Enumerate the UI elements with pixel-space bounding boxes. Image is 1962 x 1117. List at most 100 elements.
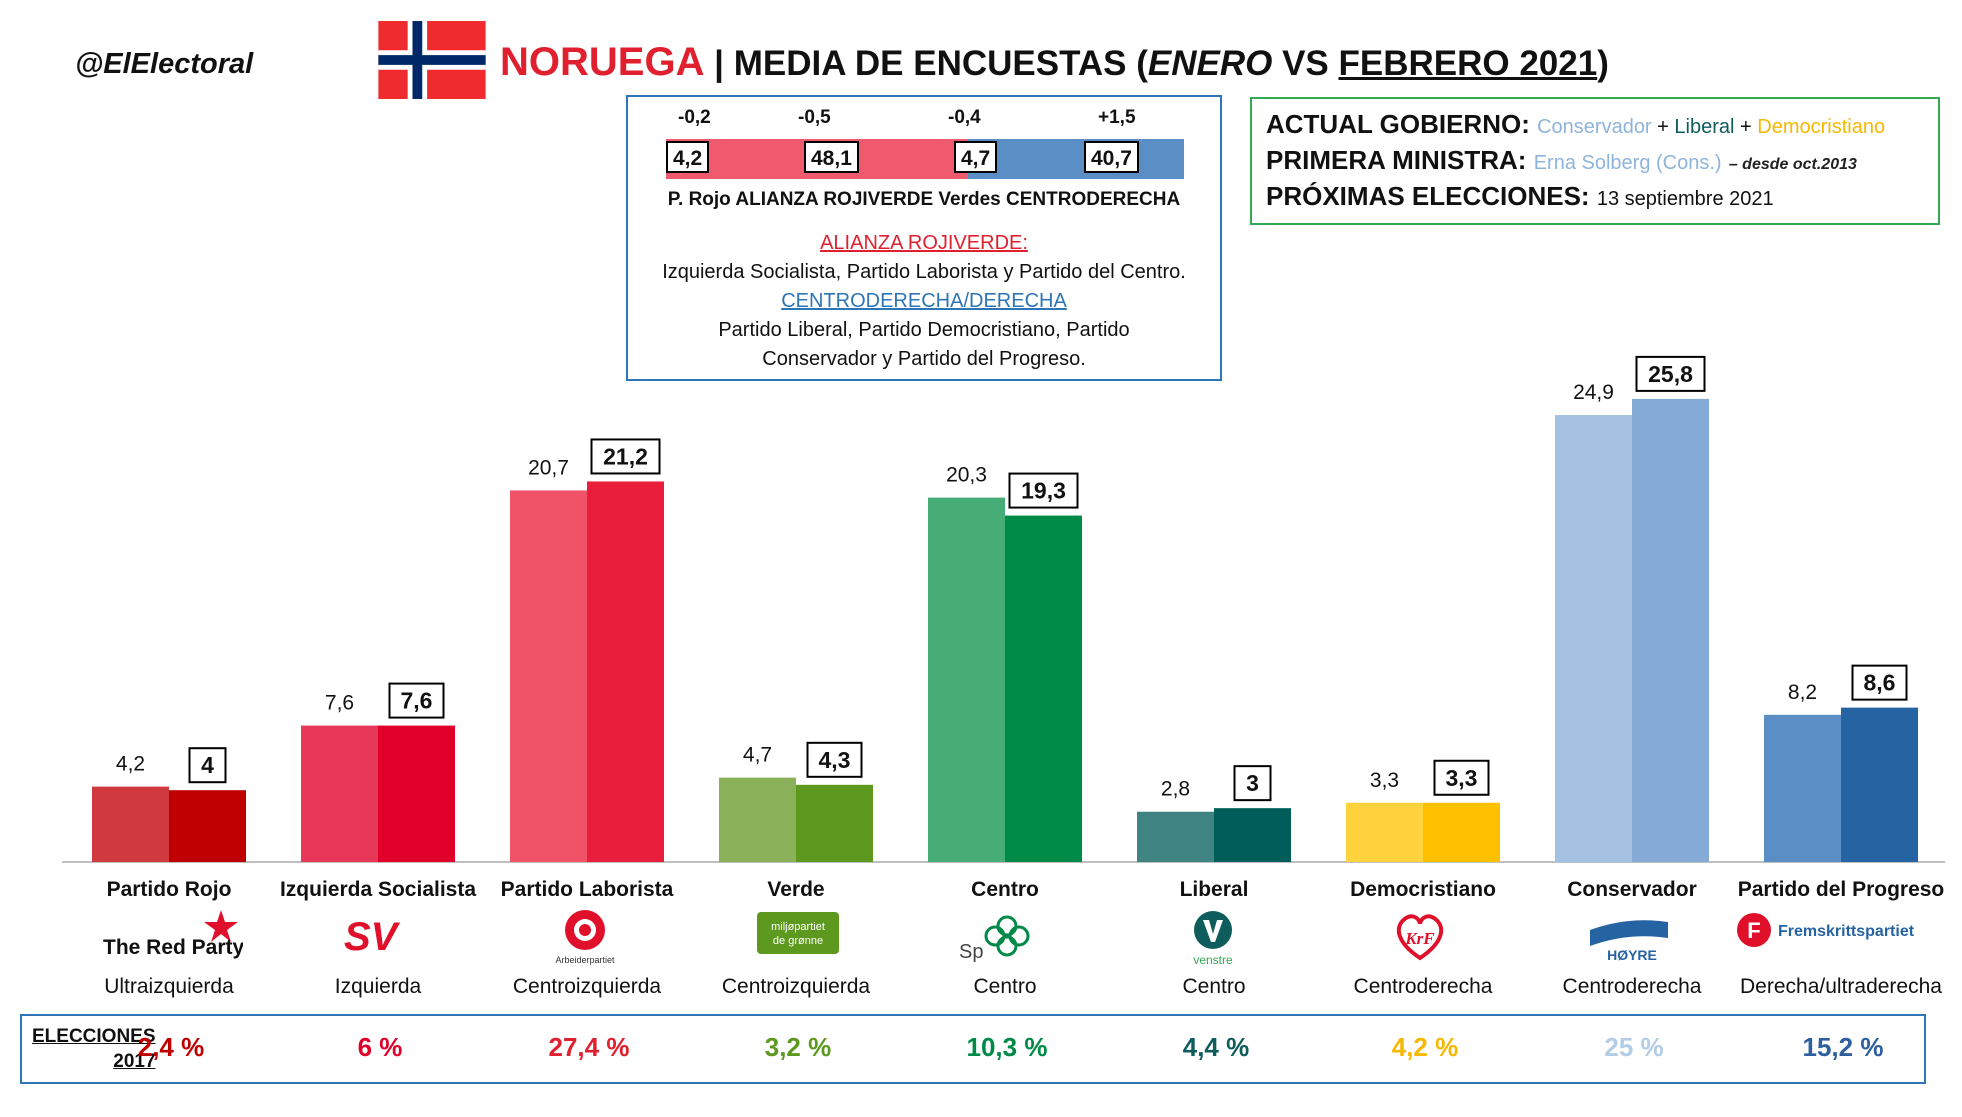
value-box-february-4	[1008, 472, 1079, 509]
green-party-logo-icon: miljøpartiet de grønne	[757, 908, 839, 963]
ideology-label-6: Centroderecha	[1353, 975, 1493, 998]
bar-february-8	[1841, 707, 1918, 862]
value-box-february-2	[590, 438, 661, 475]
value-label-january-0: 4,2	[116, 753, 145, 776]
election-2017-value-2: 27,4 %	[548, 1032, 630, 1062]
bar-january-7	[1555, 415, 1632, 862]
liberal-logo-icon: venstre	[1183, 908, 1243, 973]
election-2017-value-1: 6 %	[357, 1032, 403, 1062]
bloc-diff-1: -0,5	[798, 107, 831, 128]
bar-january-6	[1346, 802, 1423, 862]
title-february: FEBRERO 2021	[1338, 44, 1598, 83]
green-logo-text-2: de grønne	[773, 935, 823, 947]
krf-logo-text: KrF	[1404, 929, 1435, 948]
value-box-february-3	[806, 741, 863, 778]
value-box-february-1	[388, 682, 445, 719]
progress-logo-text: Fremskrittspartiet	[1778, 923, 1915, 940]
value-label-january-1: 7,6	[325, 692, 354, 715]
value-label-january-6: 3,3	[1370, 769, 1399, 792]
value-label-february-5: 3	[1246, 770, 1259, 796]
pm-name: Erna Solberg (Cons.)	[1533, 152, 1722, 174]
bloc-value-0: 4,2	[666, 141, 710, 173]
title-country: NORUEGA	[500, 40, 705, 84]
value-label-january-3: 4,7	[743, 744, 772, 767]
election-2017-value-6: 4,2 %	[1391, 1032, 1459, 1062]
author-handle: @ElElectoral	[75, 48, 254, 80]
bar-january-1	[301, 725, 378, 862]
red-alliance-text: Izquierda Socialista, Partido Laborista …	[662, 261, 1186, 283]
elections-label-2: 2017	[113, 1051, 156, 1072]
bloc-segment-3	[968, 139, 1184, 179]
prime-minister: PRIMERA MINISTRA: Erna Solberg (Cons.) –…	[1266, 145, 1924, 181]
elections-2017-label: ELECCIONES 2017	[32, 1024, 156, 1074]
pm-since: – desde oct.2013	[1728, 156, 1857, 173]
value-label-january-4: 20,3	[946, 464, 987, 487]
bar-february-3	[796, 784, 873, 862]
election-2017-value-8: 15,2 %	[1802, 1032, 1884, 1062]
election-2017-value-0: 2,4 %	[137, 1032, 205, 1062]
hoyre-logo-text: HØYRE	[1607, 947, 1657, 963]
value-box-february-0	[188, 747, 227, 784]
bloc-diff-0: -0,2	[678, 107, 711, 128]
next-elections-label: PRÓXIMAS ELECCIONES:	[1266, 181, 1590, 211]
pm-label: PRIMERA MINISTRA:	[1266, 145, 1527, 175]
centre-logo-text: Sp	[959, 941, 983, 963]
value-box-february-5	[1233, 765, 1272, 802]
ideology-label-1: Izquierda	[334, 975, 422, 998]
value-box-february-8	[1851, 664, 1908, 701]
category-label-0: Partido Rojo	[106, 878, 232, 901]
labour-rose-logo-icon: Arbeiderpartiet	[545, 908, 625, 973]
value-box-february-6	[1433, 759, 1490, 796]
elections-label-1: ELECCIONES	[32, 1026, 156, 1047]
title-january: ENERO	[1147, 44, 1273, 83]
bloc-summary-box: -0,2 4,2 -0,5 48,1 -0,4 4,7 +1,5 40,7 P. Rojo A…	[626, 95, 1222, 381]
labour-logo-text: Arbeiderpartiet	[555, 955, 615, 965]
right-bloc-heading: CENTRODERECHA/DERECHA	[781, 290, 1067, 312]
svg-text:F: F	[1747, 918, 1760, 943]
bloc-value-1: 48,1	[804, 141, 859, 173]
hoyre-logo-icon: HØYRE	[1588, 908, 1672, 969]
gov-party-conservative: Conservador	[1537, 116, 1652, 138]
value-label-january-5: 2,8	[1161, 778, 1190, 801]
category-label-8: Partido del Progreso	[1737, 878, 1945, 901]
bar-february-4	[1005, 515, 1082, 862]
gov-plus-2: +	[1734, 116, 1758, 138]
ideology-label-4: Centro	[973, 975, 1037, 998]
value-label-february-7: 25,8	[1648, 361, 1693, 387]
bar-january-0	[92, 786, 169, 862]
next-elections: PRÓXIMAS ELECCIONES: 13 septiembre 2021	[1266, 181, 1924, 217]
norway-flag-icon	[378, 21, 486, 99]
bar-february-2	[587, 481, 664, 862]
category-label-3: Verde	[767, 878, 825, 901]
krf-logo-icon: KrF	[1390, 908, 1450, 969]
bar-january-4	[928, 497, 1005, 862]
value-label-february-8: 8,6	[1864, 670, 1896, 696]
sv-logo-text: SV	[344, 915, 401, 959]
bar-january-3	[719, 777, 796, 862]
value-label-february-2: 21,2	[603, 443, 648, 469]
bar-february-7	[1632, 398, 1709, 862]
value-label-february-6: 3,3	[1446, 765, 1478, 791]
right-bloc-text-2: Conservador y Partido del Progreso.	[762, 348, 1086, 370]
value-label-february-0: 4	[201, 752, 214, 778]
value-label-february-4: 19,3	[1021, 478, 1066, 504]
bar-january-8	[1764, 714, 1841, 862]
ideology-label-2: Centroizquierda	[512, 975, 662, 998]
bar-february-1	[378, 725, 455, 862]
current-government: ACTUAL GOBIERNO: Conservador + Liberal +…	[1266, 109, 1924, 145]
category-label-1: Izquierda Socialista	[279, 878, 477, 901]
category-label-7: Conservador	[1567, 878, 1697, 901]
gov-party-christian-democrat: Democristiano	[1757, 116, 1886, 138]
centre-party-logo-icon: Sp	[957, 908, 1037, 969]
category-label-6: Democristiano	[1350, 878, 1496, 901]
election-2017-value-4: 10,3 %	[966, 1032, 1048, 1062]
next-elections-date: 13 septiembre 2021	[1596, 188, 1774, 210]
ideology-label-8: Derecha/ultraderecha	[1740, 975, 1942, 998]
election-2017-value-7: 25 %	[1604, 1032, 1664, 1062]
ideology-label-5: Centro	[1182, 975, 1246, 998]
red-party-logo-icon: The Red Party	[103, 908, 245, 965]
bloc-diff-2: -0,4	[948, 107, 981, 128]
bloc-diff-3: +1,5	[1098, 107, 1136, 128]
title-vs: VS	[1272, 44, 1339, 83]
election-2017-value-3: 3,2 %	[764, 1032, 832, 1062]
